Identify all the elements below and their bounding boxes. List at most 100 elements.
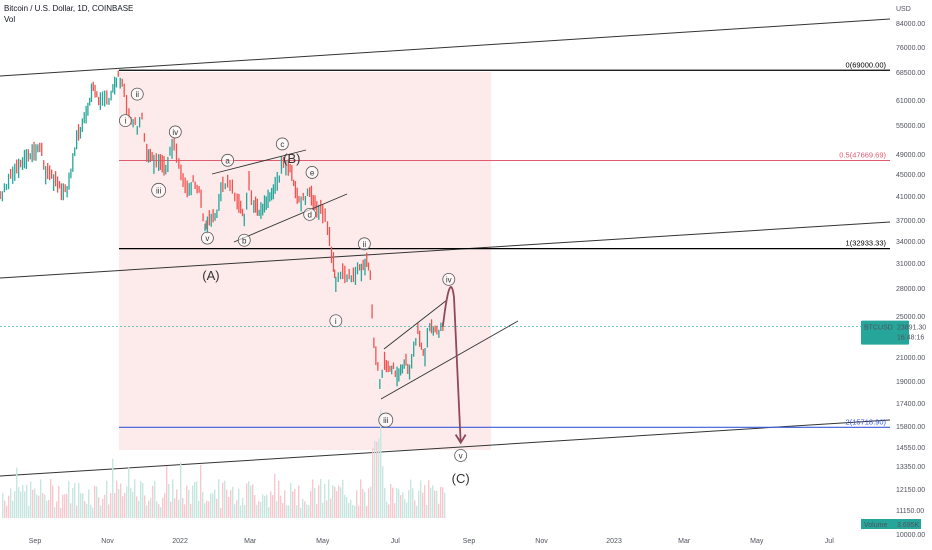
volume-bar <box>128 467 130 518</box>
volume-bar <box>366 506 368 518</box>
volume-bar <box>342 479 344 518</box>
volume-bar <box>46 500 48 518</box>
volume-bar <box>392 487 394 518</box>
volume-bar <box>186 485 188 518</box>
volume-bar <box>138 501 140 518</box>
volume-bar <box>170 501 172 518</box>
volume-value: 3.695K <box>897 522 920 529</box>
volume-bar <box>80 493 82 518</box>
volume-bar <box>394 503 396 518</box>
volume-bar <box>356 490 358 518</box>
volume-bar <box>194 482 196 518</box>
volume-bar <box>422 492 424 518</box>
volume-bar <box>174 498 176 518</box>
volume-bar <box>432 485 434 518</box>
x-tick-label: May <box>750 538 764 545</box>
volume-bar <box>206 500 208 518</box>
volume-bar <box>130 487 132 518</box>
volume-bar <box>216 498 218 518</box>
countdown: 16:48:16 <box>897 335 924 342</box>
volume-bar <box>190 503 192 518</box>
volume-bar <box>376 441 378 518</box>
volume-bar <box>390 483 392 518</box>
volume-bar <box>352 504 354 518</box>
volume-bar <box>412 488 414 518</box>
volume-bar <box>256 504 258 518</box>
volume-bar <box>234 504 236 518</box>
volume-bar <box>50 478 52 518</box>
wave-label: a <box>225 156 230 165</box>
wave-circle <box>151 182 167 198</box>
volume-bar <box>364 492 366 518</box>
volume-bar <box>104 494 106 518</box>
volume-bar <box>98 497 100 518</box>
wave-label: v <box>205 234 209 243</box>
volume-bar <box>172 479 174 518</box>
abc-lower-line <box>233 193 348 243</box>
volume-bar <box>176 489 178 518</box>
volume-bar <box>40 479 42 518</box>
volume-bar <box>254 495 256 518</box>
wave-label: iii <box>383 416 389 425</box>
wave-circle <box>329 314 343 328</box>
volume-bar <box>266 494 268 518</box>
volume-bar <box>166 466 168 518</box>
volume-bar <box>60 507 62 518</box>
volume-bar <box>140 480 142 518</box>
volume-bar <box>144 495 146 518</box>
flag-lower-line <box>380 320 519 400</box>
wave-circle <box>221 153 235 167</box>
volume-bar <box>368 488 370 518</box>
volume-bar <box>374 440 376 518</box>
volume-bar <box>14 491 16 518</box>
flag-upper-line <box>383 299 448 350</box>
volume-bar <box>398 489 400 518</box>
volume-bar <box>440 486 442 518</box>
volume-bar <box>286 505 288 518</box>
y-tick-label: 34000.00 <box>896 239 925 246</box>
volume-bar <box>416 505 418 518</box>
fib-label: 1(32933.33) <box>846 239 887 248</box>
volume-bar <box>134 479 136 518</box>
wave-label: c <box>280 140 284 149</box>
middle-trendline <box>0 221 891 279</box>
volume-bar <box>402 492 404 518</box>
volume-bar <box>8 495 10 518</box>
volume-tag <box>861 519 921 529</box>
volume-bar <box>82 493 84 518</box>
volume-bar <box>96 486 98 518</box>
wave-circle <box>130 87 144 101</box>
volume-bar <box>276 501 278 518</box>
volume-bar <box>294 488 296 518</box>
x-tick-label: Sep <box>463 538 476 545</box>
volume-bar <box>164 493 166 518</box>
wave-label-major: (B) <box>283 151 300 166</box>
volume-bar <box>304 501 306 518</box>
volume-bar <box>28 505 30 518</box>
volume-bar <box>48 499 50 518</box>
x-tick-label: Jul <box>825 538 834 545</box>
volume-bar <box>370 486 372 518</box>
y-tick-label: 31000.00 <box>896 261 925 268</box>
volume-bar <box>62 494 64 518</box>
volume-bar <box>6 505 8 518</box>
volume-bar <box>312 479 314 518</box>
volume-bar <box>348 503 350 518</box>
volume-bar <box>88 489 90 518</box>
volume-bar <box>268 507 270 518</box>
volume-bar <box>124 492 126 518</box>
volume-bar <box>282 502 284 518</box>
volume-bar <box>246 483 248 518</box>
volume-bar <box>148 500 150 518</box>
volume-bar <box>198 500 200 518</box>
volume-bar <box>126 486 128 518</box>
volume-bar <box>184 504 186 518</box>
volume-bar <box>306 504 308 518</box>
x-tick-label: Nov <box>101 538 114 545</box>
projection-arrowhead <box>454 434 467 445</box>
volume-bar <box>340 487 342 518</box>
volume-bar <box>26 484 28 518</box>
volume-bar <box>142 483 144 518</box>
wave-circle <box>118 114 132 128</box>
